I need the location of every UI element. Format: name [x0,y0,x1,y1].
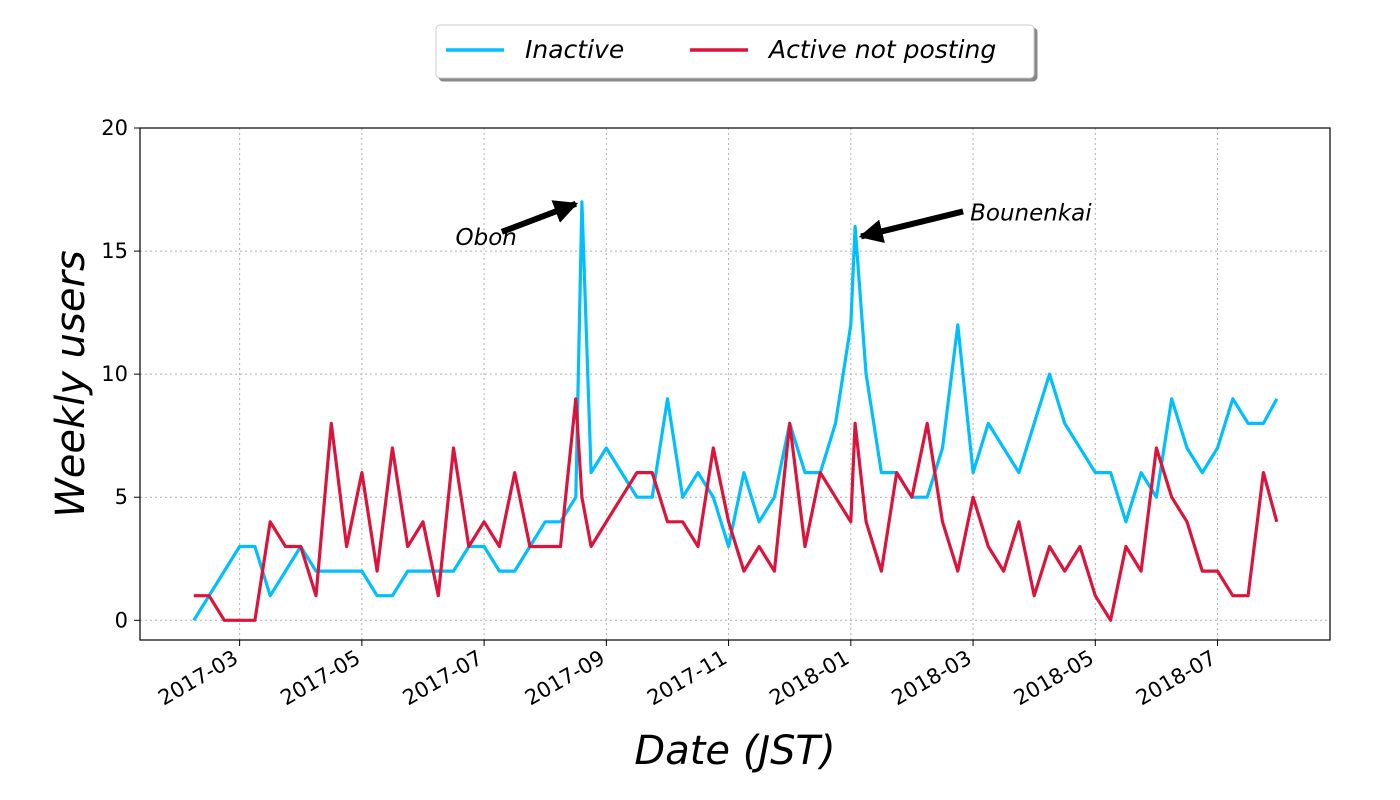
legend: Inactive Active not posting [435,24,1035,79]
y-tick-label: 5 [115,485,128,509]
x-tick-label: 2018-03 [888,646,976,711]
y-tick-label: 10 [101,362,128,386]
y-axis-label: Weekly users [48,250,94,518]
x-tick-label: 2018-05 [1010,646,1098,711]
x-tick-label: 2018-07 [1132,646,1220,711]
series-line [193,397,1279,622]
series-line [192,200,1279,622]
y-tick-label: 15 [101,239,128,263]
legend-label: Inactive [525,35,624,64]
x-tick-label: 2017-05 [276,646,364,711]
x-tick-label: 2018-01 [765,646,853,711]
legend-label: Active not posting [767,35,996,64]
annotation-arrow [500,200,579,235]
annotation: Bounenkai [970,200,1092,226]
y-tick-label: 0 [115,608,128,632]
annotation-arrow [858,208,964,243]
plot-frame [139,127,1331,641]
x-tick-label: 2017-07 [399,646,487,711]
x-tick-label: 2017-11 [643,646,731,711]
x-axis-label: Date (JST) [634,728,835,774]
x-tick-label: 2017-03 [154,646,242,711]
x-tick-label: 2017-09 [521,646,609,711]
y-tick-label: 20 [101,116,128,140]
